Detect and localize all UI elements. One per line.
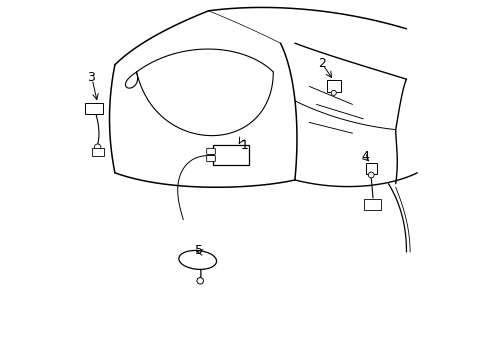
FancyBboxPatch shape [91,148,103,156]
Text: 5: 5 [195,244,203,257]
Ellipse shape [179,251,216,269]
Circle shape [330,90,336,95]
FancyBboxPatch shape [363,199,380,210]
FancyBboxPatch shape [206,156,215,162]
FancyBboxPatch shape [206,148,215,154]
Text: 2: 2 [317,57,325,69]
Text: 4: 4 [361,150,368,163]
FancyBboxPatch shape [326,80,340,92]
Text: 3: 3 [87,71,95,84]
FancyBboxPatch shape [84,103,103,114]
Circle shape [94,144,101,150]
FancyBboxPatch shape [365,163,376,174]
FancyBboxPatch shape [212,145,249,165]
Circle shape [197,278,203,284]
Text: 1: 1 [240,139,248,152]
Circle shape [367,172,373,178]
